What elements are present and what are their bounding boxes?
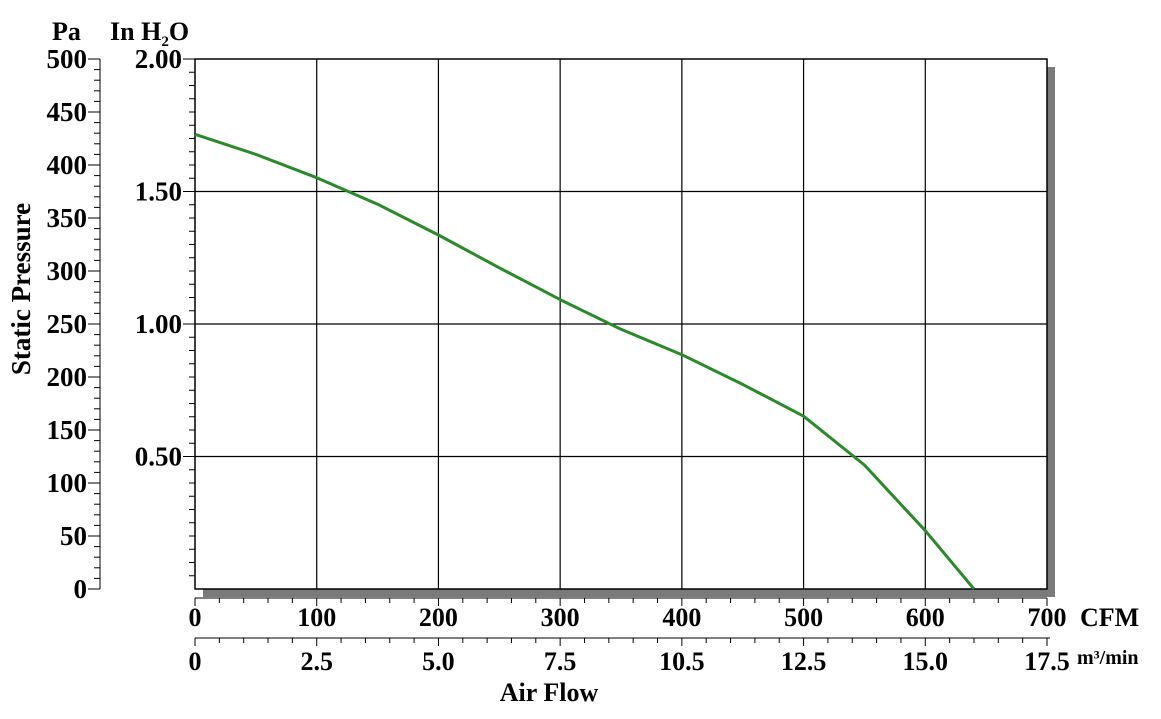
cfm-tick-label: 300 <box>541 603 580 632</box>
m3min-tick-label: 7.5 <box>544 647 577 676</box>
pa-tick-label: 450 <box>47 97 88 127</box>
m3min-tick-label: 17.5 <box>1024 647 1070 676</box>
y-unit-right-tail: O <box>169 17 189 46</box>
y-unit-right-base: In H <box>110 17 161 46</box>
inh2o-tick-label: 1.50 <box>135 177 182 207</box>
m3min-tick-label: 5.0 <box>422 647 455 676</box>
pa-tick-label: 500 <box>47 44 88 74</box>
y-unit-left-label: Pa <box>52 17 81 46</box>
y-unit-right-sub: 2 <box>161 34 169 50</box>
x-unit-top-label: CFM <box>1080 603 1139 632</box>
y-unit-right-label: In H2O <box>110 17 189 50</box>
y-axis-label: Static Pressure <box>6 203 36 375</box>
m3min-tick-label: 0 <box>189 647 202 676</box>
inh2o-tick-label: 0.50 <box>135 442 182 472</box>
x-unit-bottom-label: m³/min <box>1077 647 1139 669</box>
pa-tick-label: 400 <box>47 150 88 180</box>
m3min-tick-label: 10.5 <box>659 647 705 676</box>
pa-tick-label: 50 <box>60 521 87 551</box>
cfm-tick-label: 400 <box>662 603 701 632</box>
cfm-tick-label: 100 <box>297 603 336 632</box>
plot-shadow-bottom <box>203 589 1055 597</box>
pa-tick-label: 100 <box>47 468 88 498</box>
inh2o-tick-label: 1.00 <box>135 309 182 339</box>
cfm-tick-label: 0 <box>189 603 202 632</box>
series-layer <box>194 132 976 590</box>
pa-tick-label: 250 <box>47 309 88 339</box>
inh2o-tick-label: 2.00 <box>135 44 182 74</box>
axes: 0 50 100 150 200 250 300 350 400 450 500 0.50 1.00 1.… <box>47 44 1070 676</box>
pa-tick-label: 150 <box>47 415 88 445</box>
pa-tick-label: 300 <box>47 256 88 286</box>
plot-frame <box>194 58 1055 597</box>
plot-shadow-right <box>1047 67 1055 597</box>
cfm-tick-label: 700 <box>1028 603 1067 632</box>
m3min-tick-label: 15.0 <box>903 647 949 676</box>
cfm-tick-label: 600 <box>906 603 945 632</box>
pa-tick-label: 350 <box>47 203 88 233</box>
x-axis-label: Air Flow <box>500 678 599 707</box>
cfm-tick-label: 500 <box>784 603 823 632</box>
grid-lines <box>195 59 1047 589</box>
cfm-tick-label: 200 <box>419 603 458 632</box>
m3min-tick-label: 12.5 <box>781 647 827 676</box>
series-line <box>194 132 976 590</box>
pa-tick-label: 200 <box>47 362 88 392</box>
pa-tick-label: 0 <box>74 574 88 604</box>
m3min-tick-label: 2.5 <box>300 647 333 676</box>
